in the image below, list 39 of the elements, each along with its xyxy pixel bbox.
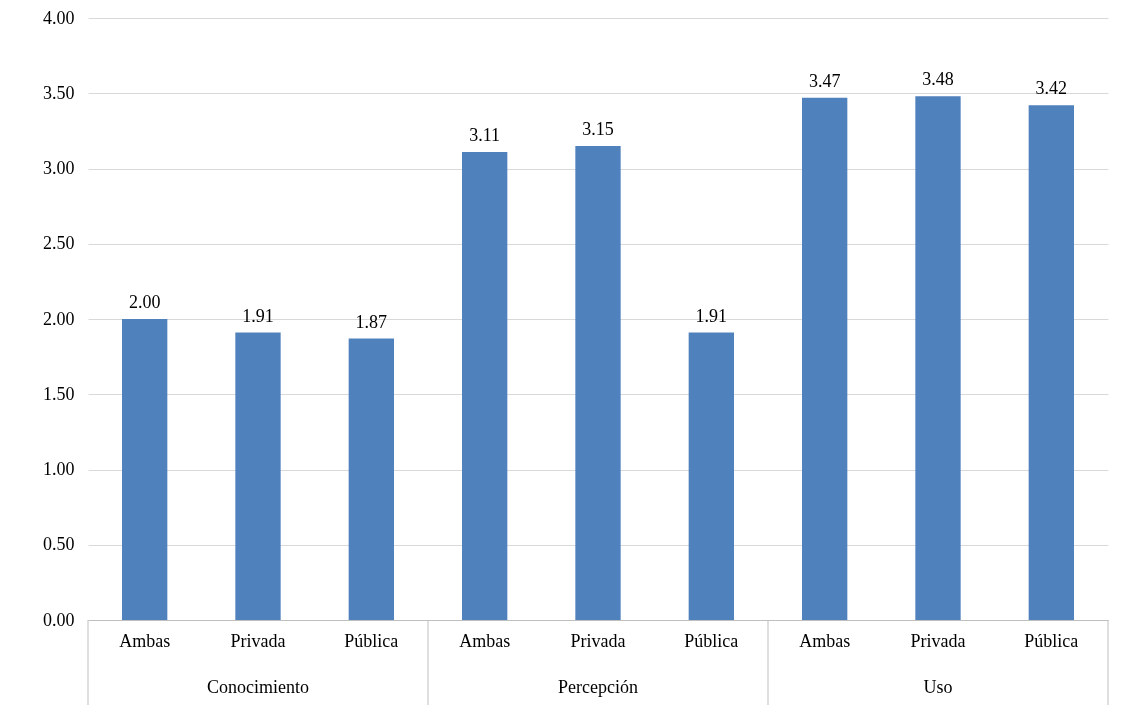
y-tick-label: 0.00 xyxy=(43,609,75,630)
x-tick-label: Ambas xyxy=(119,630,171,651)
x-tick-label: Privada xyxy=(230,630,286,651)
bar xyxy=(235,332,281,620)
bar xyxy=(462,151,508,620)
data-label: 1.87 xyxy=(355,311,388,332)
data-label: 3.48 xyxy=(922,69,954,90)
bar xyxy=(915,96,961,620)
y-tick-label: 2.00 xyxy=(43,308,75,329)
data-label: 3.15 xyxy=(582,118,614,139)
text: Uso xyxy=(923,677,953,697)
bar xyxy=(575,145,621,620)
y-tick-label: 4.00 xyxy=(43,7,75,28)
y-tick-label: 1.00 xyxy=(43,459,75,479)
y-tick-label: 3.00 xyxy=(43,158,75,178)
data-label: 3.42 xyxy=(1035,78,1068,99)
x-tick-label: Pública xyxy=(1024,630,1079,651)
data-label: 2.00 xyxy=(128,292,161,312)
x-tick-label: Privada xyxy=(910,630,966,651)
x-tick-label: Ambas xyxy=(459,630,511,651)
x-tick-label: Pública xyxy=(684,630,739,651)
text: Percepción xyxy=(558,677,638,697)
bar xyxy=(348,338,394,620)
data-label: 1.91 xyxy=(242,305,274,326)
y-tick-label: 0.50 xyxy=(43,534,75,555)
bar xyxy=(122,319,168,620)
bar xyxy=(1028,105,1074,620)
y-tick-label: 1.50 xyxy=(43,383,75,404)
data-label: 3.11 xyxy=(469,124,501,145)
x-tick-label: Ambas xyxy=(799,630,851,651)
y-tick-label: 3.50 xyxy=(43,82,75,103)
data-label: 1.91 xyxy=(695,305,728,326)
data-label: 3.47 xyxy=(808,70,841,91)
x-tick-label: Privada xyxy=(570,630,626,651)
bar xyxy=(802,97,848,620)
text: Conocimiento xyxy=(207,677,309,697)
x-tick-label: Pública xyxy=(344,630,399,651)
y-tick-label: 2.50 xyxy=(43,233,75,254)
bar xyxy=(688,332,734,620)
